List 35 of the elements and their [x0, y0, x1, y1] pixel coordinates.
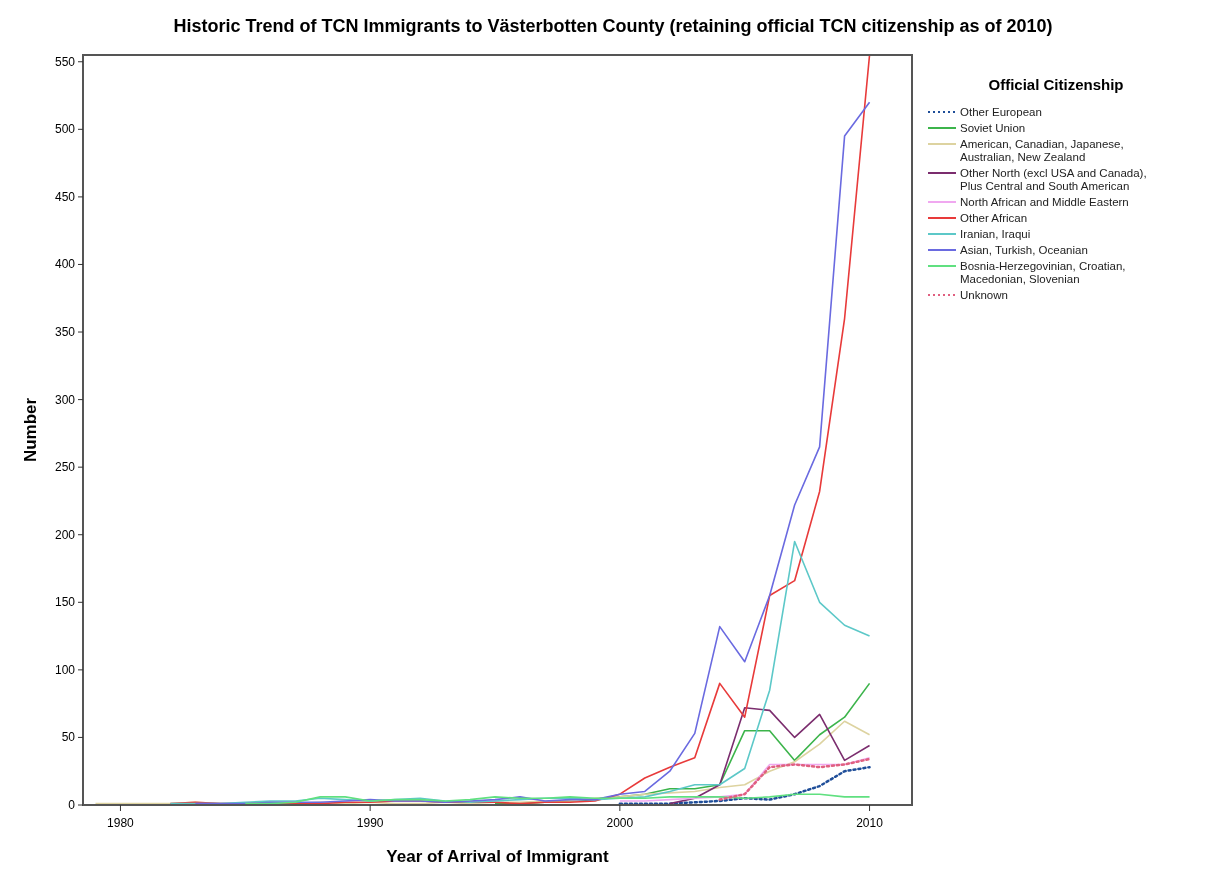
legend-label: Asian, Turkish, Oceanian [960, 244, 1088, 256]
y-tick-label: 350 [54, 325, 76, 340]
legend-label: Other African [960, 212, 1028, 224]
line-series [668, 706, 871, 805]
legend-label: Iranian, Iraqui [960, 228, 1031, 240]
x-tick-label: 2000 [606, 816, 634, 830]
line-series [618, 765, 871, 805]
y-tick-label: 0 [68, 798, 76, 812]
line-series [619, 756, 871, 802]
y-tick-label: 200 [54, 527, 76, 542]
y-tick-label: 450 [54, 189, 76, 204]
y-tick-label: 500 [54, 122, 76, 137]
legend-label: Unknown [960, 289, 1008, 301]
legend-label: Soviet Union [960, 122, 1026, 134]
y-tick-label: 100 [54, 662, 76, 677]
y-tick-label: 400 [54, 257, 76, 272]
x-tick-label: 1990 [356, 816, 384, 830]
x-tick-label: 1980 [107, 816, 135, 830]
y-axis-title: Number [21, 397, 40, 463]
legend-title: Official Citizenship [988, 76, 1124, 93]
legend-label: American, Canadian, Japanese, Australian, New Zealand [960, 138, 1124, 163]
y-tick-label: 300 [54, 392, 76, 407]
line-series [718, 757, 871, 801]
y-tick-label: 150 [54, 595, 76, 610]
x-axis-title: Year of Arrival of Immigrant [386, 847, 609, 866]
legend-label: Other North (excl USA and Canada), Plus Central and South American [960, 167, 1147, 192]
x-tick-label: 2010 [856, 816, 884, 830]
legend-label: Bosnia-Herzegovinian, Croatian, Macedonian, Slovenian [960, 260, 1126, 285]
y-tick-label: 250 [54, 460, 76, 475]
legend-label: Other European [960, 106, 1042, 118]
y-tick-label: 550 [54, 54, 76, 69]
chart-title: Historic Trend of TCN Immigrants to Västerbotten County (retaining official TCN citizenship as of 2010) [173, 16, 1053, 36]
line-series [244, 793, 871, 805]
y-tick-label: 50 [61, 730, 76, 745]
legend-label: North African and Middle Eastern [960, 196, 1129, 208]
